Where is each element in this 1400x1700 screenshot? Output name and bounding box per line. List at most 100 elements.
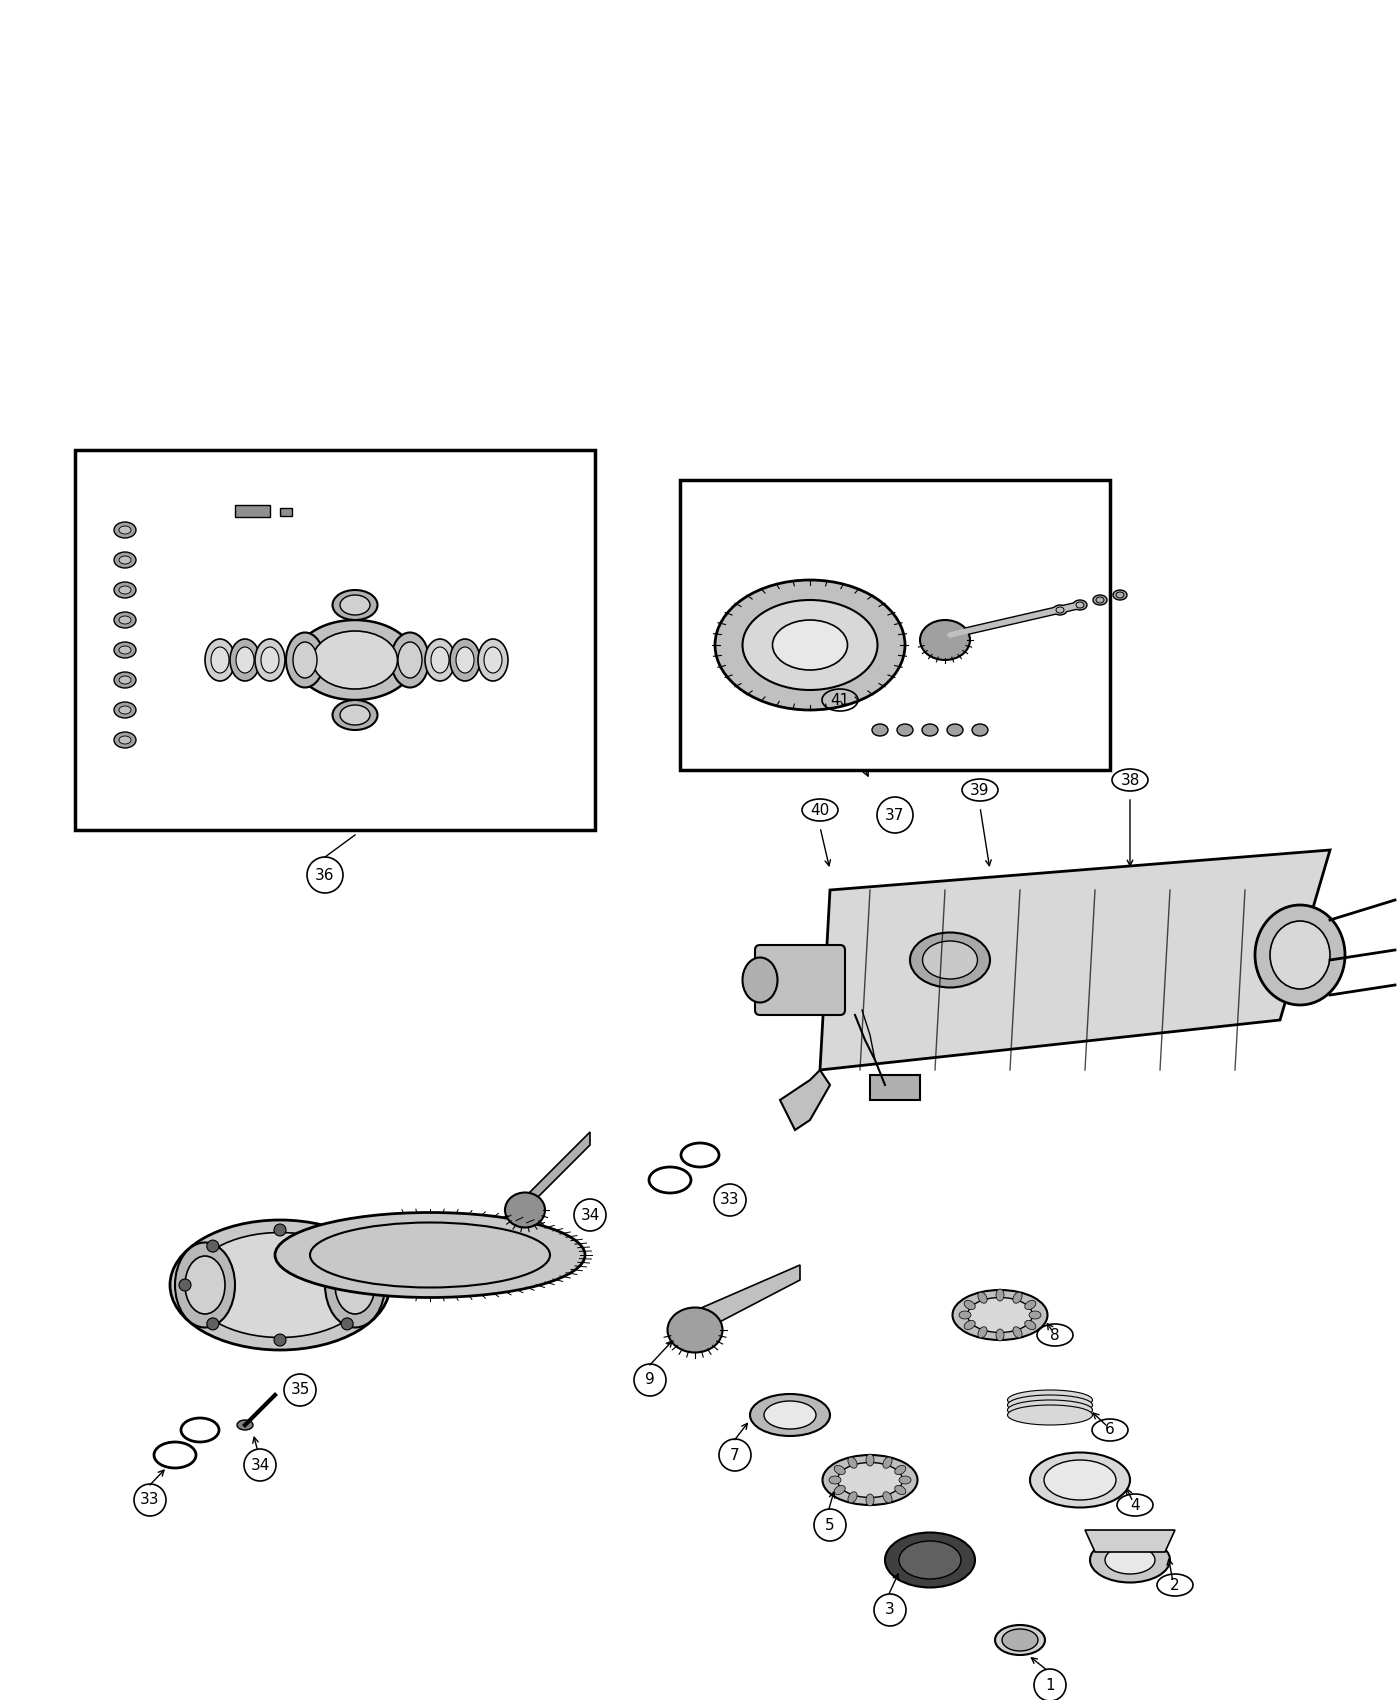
Ellipse shape <box>923 724 938 736</box>
Text: 34: 34 <box>251 1457 270 1472</box>
Ellipse shape <box>959 1311 972 1319</box>
Ellipse shape <box>742 600 878 690</box>
Polygon shape <box>820 850 1330 1069</box>
Ellipse shape <box>1254 904 1345 1005</box>
Circle shape <box>342 1318 353 1329</box>
Ellipse shape <box>119 586 132 593</box>
Ellipse shape <box>113 552 136 568</box>
Ellipse shape <box>995 1625 1044 1656</box>
Text: 33: 33 <box>720 1192 739 1207</box>
Ellipse shape <box>750 1394 830 1436</box>
Ellipse shape <box>1014 1292 1022 1304</box>
Ellipse shape <box>113 612 136 627</box>
Ellipse shape <box>340 595 370 615</box>
Ellipse shape <box>113 672 136 688</box>
Ellipse shape <box>967 1297 1033 1333</box>
Text: 7: 7 <box>731 1447 739 1462</box>
Ellipse shape <box>1029 1311 1042 1319</box>
Ellipse shape <box>965 1300 976 1309</box>
Ellipse shape <box>773 620 847 670</box>
Ellipse shape <box>883 1457 892 1469</box>
Ellipse shape <box>204 639 235 682</box>
Polygon shape <box>1085 1530 1175 1552</box>
Ellipse shape <box>260 648 279 673</box>
Ellipse shape <box>897 724 913 736</box>
Ellipse shape <box>895 1486 906 1494</box>
Text: 1: 1 <box>1046 1678 1054 1693</box>
Ellipse shape <box>119 525 132 534</box>
Ellipse shape <box>293 643 316 678</box>
Ellipse shape <box>113 522 136 537</box>
Ellipse shape <box>113 702 136 717</box>
Ellipse shape <box>431 648 449 673</box>
Ellipse shape <box>965 1321 976 1329</box>
Ellipse shape <box>449 639 480 682</box>
Ellipse shape <box>1025 1300 1036 1309</box>
Ellipse shape <box>274 1212 585 1297</box>
Text: 41: 41 <box>830 692 850 707</box>
Polygon shape <box>685 1265 799 1340</box>
Ellipse shape <box>995 1289 1004 1300</box>
Ellipse shape <box>895 1465 906 1474</box>
Ellipse shape <box>1014 1326 1022 1338</box>
Ellipse shape <box>946 724 963 736</box>
Ellipse shape <box>1008 1404 1092 1425</box>
Ellipse shape <box>1072 600 1086 610</box>
Ellipse shape <box>113 581 136 598</box>
Ellipse shape <box>923 942 977 979</box>
Ellipse shape <box>1105 1545 1155 1574</box>
Circle shape <box>207 1239 218 1253</box>
Ellipse shape <box>391 632 428 687</box>
Ellipse shape <box>899 1540 960 1579</box>
Circle shape <box>274 1224 286 1236</box>
Bar <box>280 508 293 517</box>
Ellipse shape <box>883 1493 892 1503</box>
Ellipse shape <box>668 1307 722 1353</box>
Ellipse shape <box>979 1292 987 1304</box>
Text: 33: 33 <box>140 1493 160 1508</box>
Ellipse shape <box>230 639 260 682</box>
Ellipse shape <box>848 1493 857 1503</box>
Ellipse shape <box>1093 595 1107 605</box>
Bar <box>235 505 270 517</box>
Ellipse shape <box>398 643 421 678</box>
Ellipse shape <box>834 1486 846 1494</box>
Ellipse shape <box>295 620 414 700</box>
Ellipse shape <box>885 1532 974 1588</box>
Circle shape <box>274 1334 286 1346</box>
Ellipse shape <box>477 639 508 682</box>
Text: 36: 36 <box>315 867 335 882</box>
Ellipse shape <box>333 590 378 620</box>
Ellipse shape <box>312 631 398 689</box>
Ellipse shape <box>867 1454 874 1465</box>
Ellipse shape <box>910 933 990 988</box>
Ellipse shape <box>505 1192 545 1227</box>
Ellipse shape <box>1091 1537 1170 1583</box>
Ellipse shape <box>952 1290 1047 1340</box>
Ellipse shape <box>119 556 132 564</box>
Bar <box>76 450 595 830</box>
Circle shape <box>370 1278 381 1290</box>
Text: 5: 5 <box>825 1518 834 1532</box>
Ellipse shape <box>286 632 323 687</box>
Ellipse shape <box>190 1232 370 1338</box>
Ellipse shape <box>237 1420 253 1430</box>
Text: 2: 2 <box>1170 1578 1180 1593</box>
Ellipse shape <box>872 724 888 736</box>
Ellipse shape <box>325 1243 385 1328</box>
Ellipse shape <box>113 733 136 748</box>
Text: 9: 9 <box>645 1372 655 1387</box>
Ellipse shape <box>169 1221 391 1350</box>
Ellipse shape <box>834 1465 846 1474</box>
Ellipse shape <box>829 1476 841 1484</box>
Ellipse shape <box>1008 1391 1092 1409</box>
Ellipse shape <box>119 736 132 745</box>
Ellipse shape <box>995 1329 1004 1341</box>
Ellipse shape <box>972 724 988 736</box>
Polygon shape <box>519 1132 589 1216</box>
Ellipse shape <box>185 1256 225 1314</box>
Ellipse shape <box>456 648 475 673</box>
Ellipse shape <box>867 1494 874 1506</box>
Ellipse shape <box>823 1455 917 1504</box>
Ellipse shape <box>1030 1452 1130 1508</box>
